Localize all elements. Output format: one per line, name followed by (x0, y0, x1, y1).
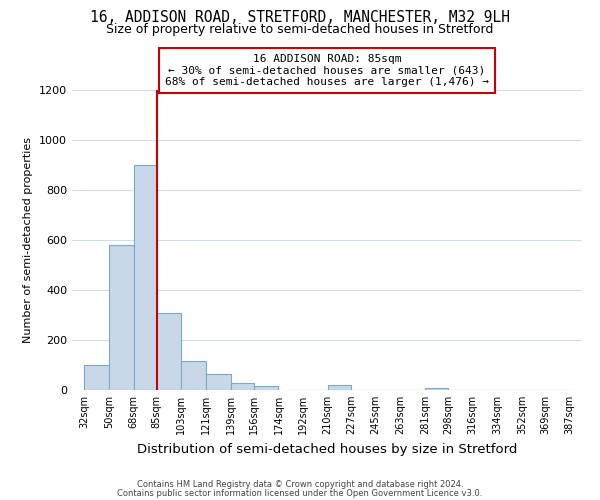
Bar (109, 245, 134, 390)
Bar (181, 361, 206, 390)
Text: Size of property relative to semi-detached houses in Stretford: Size of property relative to semi-detach… (106, 22, 494, 36)
Bar (425, 388, 448, 390)
X-axis label: Distribution of semi-detached houses by size in Stretford: Distribution of semi-detached houses by … (137, 442, 517, 456)
Text: Contains HM Land Registry data © Crown copyright and database right 2024.: Contains HM Land Registry data © Crown c… (137, 480, 463, 489)
Text: Contains public sector information licensed under the Open Government Licence v3: Contains public sector information licen… (118, 488, 482, 498)
Text: 16, ADDISON ROAD, STRETFORD, MANCHESTER, M32 9LH: 16, ADDISON ROAD, STRETFORD, MANCHESTER,… (90, 10, 510, 25)
Bar (254, 386, 278, 390)
Bar (206, 374, 230, 390)
Bar (230, 382, 254, 390)
Text: 16 ADDISON ROAD: 85sqm
← 30% of semi-detached houses are smaller (643)
68% of se: 16 ADDISON ROAD: 85sqm ← 30% of semi-det… (165, 54, 489, 87)
Bar (328, 385, 351, 390)
Bar (85, 365, 109, 390)
Bar (134, 165, 157, 390)
Y-axis label: Number of semi-detached properties: Number of semi-detached properties (23, 137, 34, 343)
Bar (157, 312, 181, 390)
